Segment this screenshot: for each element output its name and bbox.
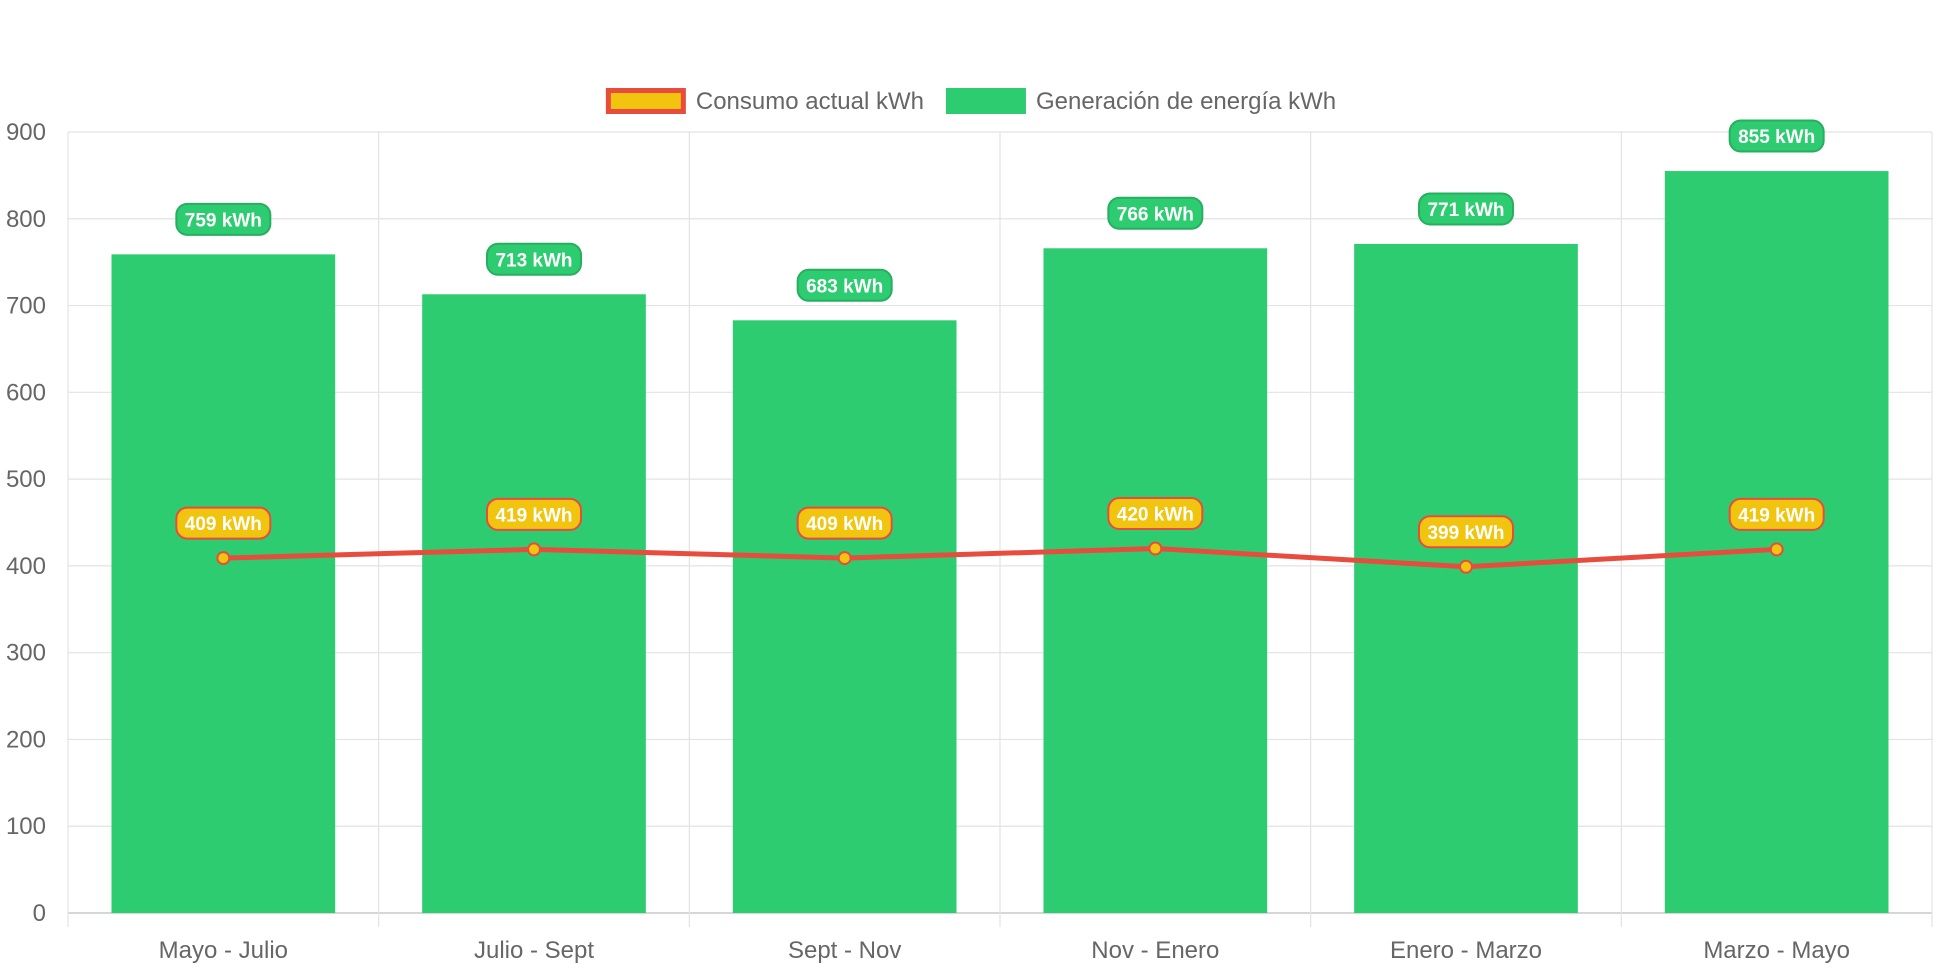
line-data-label-background (175, 506, 272, 540)
line-data-label-background (1728, 497, 1825, 531)
bar-generacion[interactable] (1043, 248, 1268, 913)
grid-layer (67, 131, 1933, 927)
x-tick-label: Mayo - Julio (159, 937, 288, 964)
line-data-label: 409 kWh (796, 506, 893, 540)
bar-generacion[interactable] (1354, 243, 1578, 913)
point-consumo[interactable] (1769, 542, 1784, 557)
line-layer (216, 541, 1784, 574)
bar-data-label-background (1418, 192, 1514, 226)
legend-item[interactable]: Generación de energía kWh (945, 88, 1336, 115)
y-tick-label: 400 (6, 553, 46, 580)
line-data-label-text: 409 kWh (185, 514, 262, 535)
point-consumo[interactable] (1459, 559, 1473, 574)
y-tick-label: 200 (6, 726, 46, 753)
bar-data-label-text: 766 kWh (1117, 204, 1194, 225)
point-consumo[interactable] (216, 551, 231, 566)
bar-data-label-background (1728, 119, 1825, 153)
y-tick-label: 100 (6, 813, 46, 840)
bar-data-label: 766 kWh (1107, 196, 1204, 230)
bar-data-label-background (175, 202, 272, 236)
point-consumo[interactable] (527, 542, 541, 557)
bar-generacion[interactable] (1664, 171, 1889, 914)
line-data-label-background (1107, 497, 1204, 531)
line-data-label: 399 kWh (1418, 515, 1514, 549)
line-data-label: 420 kWh (1107, 497, 1204, 531)
x-tick-label: Enero - Marzo (1390, 937, 1542, 964)
bar-data-label-text: 759 kWh (185, 210, 262, 231)
point-consumo[interactable] (1148, 541, 1163, 556)
legend-label: Generación de energía kWh (1036, 88, 1336, 115)
line-consumo (223, 546, 1777, 570)
bar-data-label: 713 kWh (486, 242, 582, 276)
point-consumo[interactable] (837, 551, 852, 566)
bar-data-label: 683 kWh (796, 268, 893, 302)
bars-layer (111, 171, 1889, 914)
legend-item[interactable]: Consumo actual kWh (605, 88, 924, 115)
line-data-label-background (486, 497, 582, 531)
bar-data-label-text: 683 kWh (806, 276, 883, 297)
y-tick-label: 500 (6, 466, 46, 493)
line-data-label-text: 419 kWh (495, 505, 572, 526)
data-labels-layer: 759 kWh 713 kWh 683 kWh 766 kWh 771 kWh 855 k… (175, 119, 1825, 549)
axis-layer: 0 100 200 300 400 500 600 700 800 900 Mayo - Julio… (6, 119, 1850, 964)
bar-data-label-text: 855 kWh (1738, 127, 1815, 148)
bar-generacion[interactable] (422, 294, 646, 914)
y-tick-label: 0 (33, 900, 46, 927)
bar-generacion[interactable] (111, 254, 336, 913)
line-data-label: 409 kWh (175, 506, 272, 540)
y-tick-label: 800 (6, 206, 46, 233)
legend-label: Consumo actual kWh (696, 88, 924, 115)
y-tick-label: 600 (6, 379, 46, 406)
legend: Consumo actual kWh Generación de energía … (605, 88, 1336, 115)
bar-data-label-text: 713 kWh (495, 250, 572, 271)
x-tick-label: Marzo - Mayo (1703, 937, 1850, 964)
legend-swatch-generacion (945, 88, 1026, 114)
bar-generacion[interactable] (732, 320, 957, 914)
y-tick-label: 300 (6, 640, 46, 667)
x-tick-label: Nov - Enero (1091, 937, 1219, 964)
line-data-label-text: 420 kWh (1117, 505, 1194, 526)
line-data-label-text: 399 kWh (1427, 523, 1504, 544)
bar-data-label-background (1107, 196, 1204, 230)
line-data-label-text: 419 kWh (1738, 505, 1815, 526)
y-tick-label: 700 (6, 293, 46, 320)
legend-swatch-consumo (605, 88, 686, 114)
line-data-label-text: 409 kWh (806, 514, 883, 535)
bar-data-label-text: 771 kWh (1427, 200, 1504, 221)
bar-data-label-background (796, 268, 893, 302)
line-data-label: 419 kWh (486, 497, 582, 531)
x-tick-label: Julio - Sept (474, 937, 594, 964)
line-data-label-background (1418, 515, 1514, 549)
bar-data-label: 759 kWh (175, 202, 272, 236)
bar-data-label: 855 kWh (1728, 119, 1825, 153)
x-tick-label: Sept - Nov (788, 937, 901, 964)
line-data-label: 419 kWh (1728, 497, 1825, 531)
line-data-label-background (796, 506, 893, 540)
bar-data-label: 771 kWh (1418, 192, 1514, 226)
bar-data-label-background (486, 242, 582, 276)
y-tick-label: 900 (6, 119, 46, 146)
